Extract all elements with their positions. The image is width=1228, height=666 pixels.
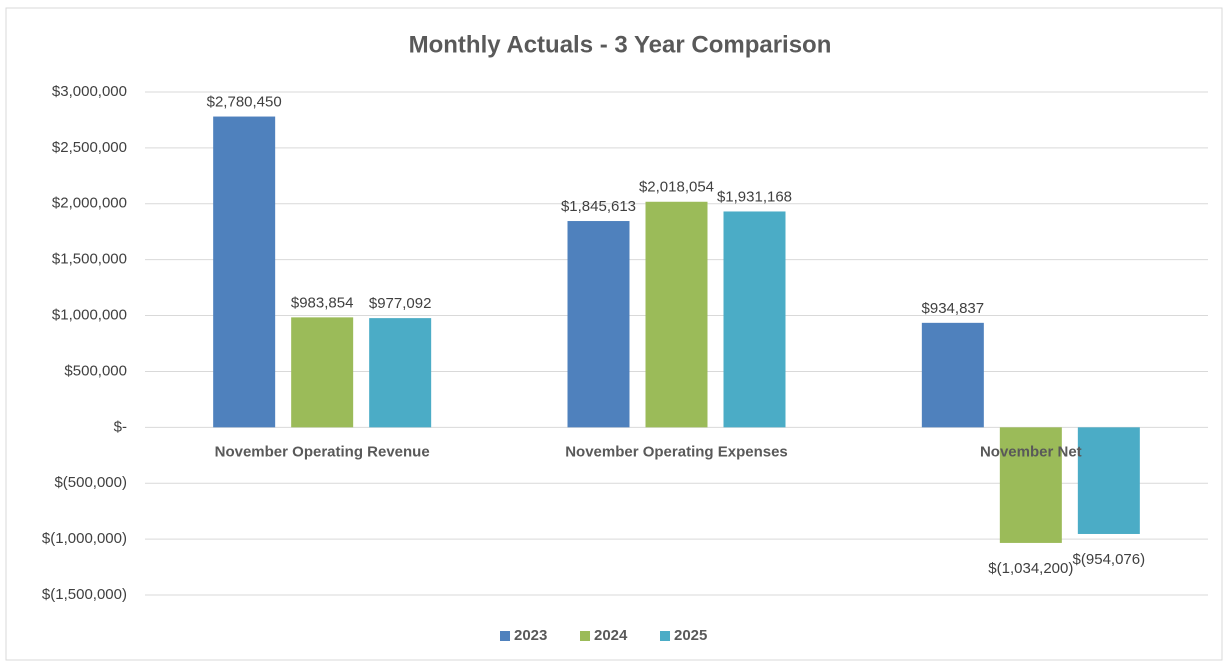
y-tick-label: $3,000,000 (52, 83, 127, 100)
x-tick-label: November Operating Revenue (215, 443, 430, 460)
data-label: $983,854 (291, 294, 354, 311)
legend-swatch (580, 631, 590, 641)
data-label: $1,931,168 (717, 188, 792, 205)
bar (567, 221, 630, 428)
y-tick-label: $2,000,000 (52, 195, 127, 212)
data-label: $977,092 (369, 295, 432, 312)
y-tick-label: $(1,000,000) (42, 530, 127, 547)
legend-label: 2024 (594, 627, 628, 644)
data-label: $1,845,613 (561, 198, 636, 215)
y-tick-label: $- (114, 418, 127, 435)
legend-swatch (500, 631, 510, 641)
data-label: $(954,076) (1073, 551, 1146, 568)
data-label: $934,837 (922, 300, 985, 317)
bar (921, 322, 984, 428)
data-label: $2,018,054 (639, 179, 714, 196)
bar (1077, 427, 1140, 534)
x-tick-label: November Net (980, 443, 1082, 460)
bar (645, 201, 708, 428)
bar (723, 211, 786, 428)
y-tick-label: $2,500,000 (52, 139, 127, 156)
bar (999, 427, 1062, 543)
y-tick-label: $500,000 (64, 362, 127, 379)
legend-swatch (660, 631, 670, 641)
bar (213, 116, 276, 428)
chart-title: Monthly Actuals - 3 Year Comparison (409, 31, 832, 58)
bar (369, 318, 432, 428)
x-tick-label: November Operating Expenses (565, 443, 788, 460)
y-tick-label: $(500,000) (54, 474, 127, 491)
y-tick-label: $1,000,000 (52, 307, 127, 324)
legend-label: 2023 (514, 627, 547, 644)
y-tick-label: $(1,500,000) (42, 586, 127, 603)
y-tick-label: $1,500,000 (52, 251, 127, 268)
data-label: $(1,034,200) (988, 560, 1073, 577)
legend-label: 2025 (674, 627, 707, 644)
data-label: $2,780,450 (207, 94, 282, 111)
bar (291, 317, 354, 428)
